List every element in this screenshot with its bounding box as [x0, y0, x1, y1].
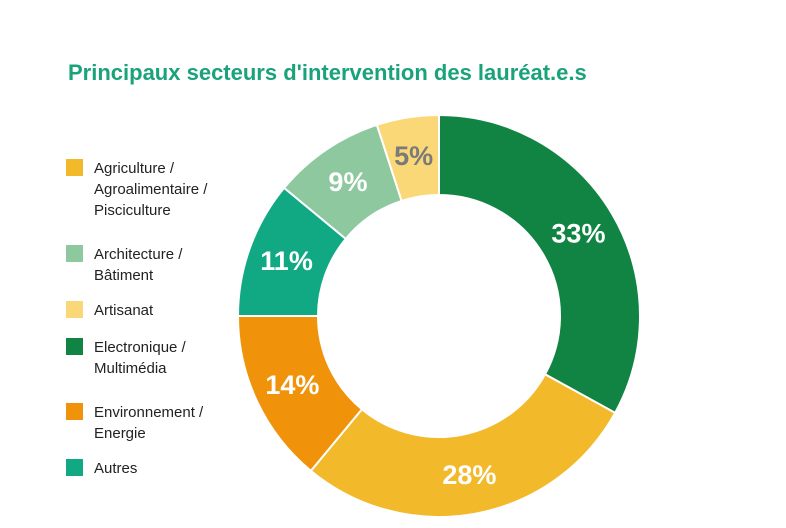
legend-item-electronique-multimedia: Electronique / Multimédia: [66, 337, 186, 379]
legend-item-architecture-batiment: Architecture / Bâtiment: [66, 244, 182, 286]
legend-label: Electronique / Multimédia: [94, 339, 186, 377]
legend-item-autres: Autres: [66, 458, 137, 479]
legend-swatch: [66, 403, 83, 420]
donut-slice-agriculture-agroalimentaire-pisciculture: [309, 372, 617, 518]
donut-slice-electronique-multimedia: [438, 113, 641, 415]
slice-value-label: 5%: [394, 141, 433, 171]
legend-swatch: [66, 459, 83, 476]
slice-value-label: 28%: [442, 460, 496, 490]
legend-item-artisanat: Artisanat: [66, 300, 153, 321]
legend-swatch: [66, 159, 83, 176]
legend-label: Architecture / Bâtiment: [94, 246, 183, 284]
chart-legend: Agriculture / Agroalimentaire / Piscicul…: [66, 0, 266, 528]
legend-label: Environnement / Energie: [94, 404, 204, 442]
slice-value-label: 33%: [551, 219, 605, 249]
legend-label: Agriculture / Agroalimentaire / Piscicul…: [94, 160, 208, 219]
legend-swatch: [66, 338, 83, 355]
legend-item-agriculture-agroalimentaire-pisciculture: Agriculture / Agroalimentaire / Piscicul…: [66, 158, 207, 221]
slice-value-label: 11%: [260, 246, 313, 276]
legend-label: Artisanat: [94, 302, 154, 319]
legend-label: Autres: [94, 460, 138, 477]
legend-swatch: [66, 245, 83, 262]
slice-value-label: 9%: [328, 167, 367, 197]
legend-swatch: [66, 301, 83, 318]
donut-slice-artisanat: [375, 113, 440, 203]
chart-title: Principaux secteurs d'intervention des l…: [68, 60, 587, 85]
slice-value-label: 14%: [265, 370, 319, 400]
legend-item-environnement-energie: Environnement / Energie: [66, 402, 203, 444]
